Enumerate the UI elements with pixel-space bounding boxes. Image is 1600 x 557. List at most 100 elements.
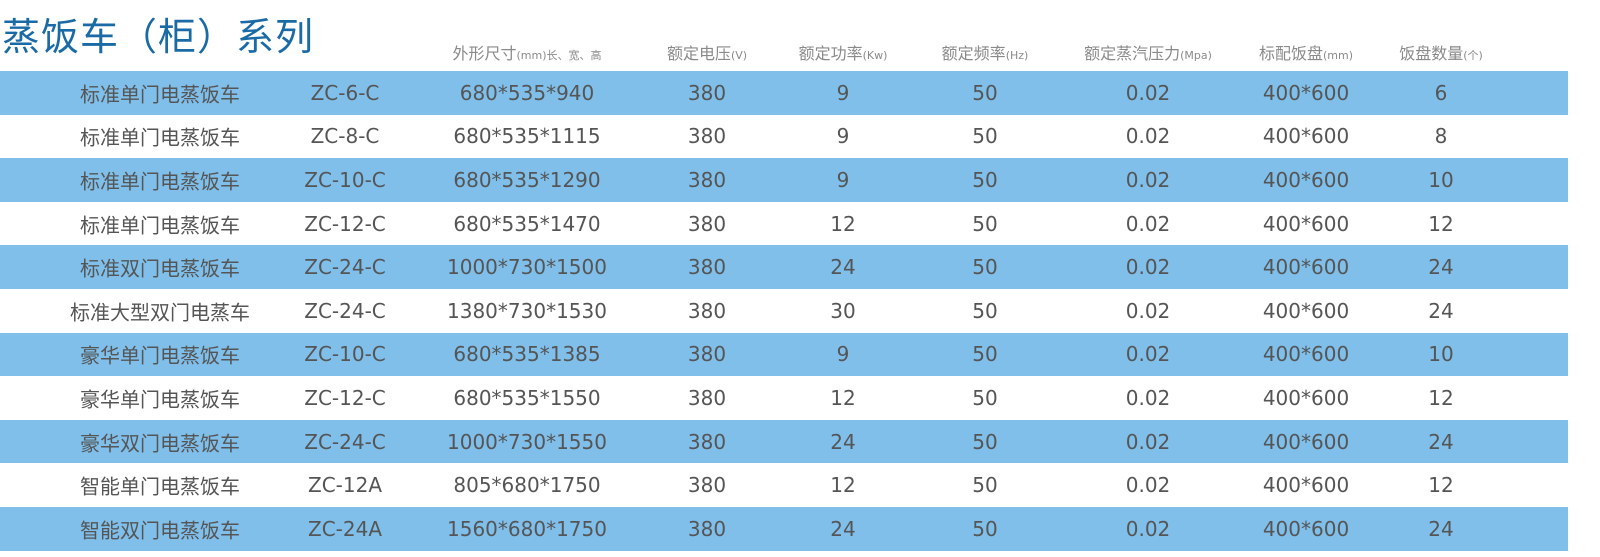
table-cell: 50	[972, 342, 998, 367]
table-cell: 50	[972, 167, 998, 192]
table-cell: 豪华单门电蒸饭车	[80, 343, 240, 368]
table-cell: 24	[830, 255, 856, 280]
table-cell: ZC-12A	[307, 473, 383, 498]
table-cell: 400*600	[1262, 124, 1350, 149]
table-cell: 400*600	[1262, 429, 1350, 454]
table-cell: 标准单门电蒸饭车	[80, 82, 240, 107]
header-unit: (个)	[1463, 49, 1483, 62]
column-header: 外形尺寸(mm)长、宽、高	[452, 40, 601, 64]
table-cell: 标准单门电蒸饭车	[80, 169, 240, 194]
table-cell: 9	[836, 167, 850, 192]
table-cell: 10	[1428, 167, 1454, 192]
table-cell: 12	[830, 385, 856, 410]
column-header: 额定频率(Hz)	[942, 40, 1029, 64]
table-cell: 0.02	[1125, 255, 1171, 280]
table-cell: 400*600	[1262, 473, 1350, 498]
table-cell: ZC-12-C	[304, 211, 386, 236]
table-row: 标准单门电蒸饭车 ZC-8-C 680*535*1115 380 9 50 0.02 400*…	[0, 115, 1568, 159]
table-cell: 6	[1434, 80, 1448, 105]
table-cell: 400*600	[1262, 80, 1350, 105]
header-unit: (mm)	[1323, 49, 1354, 62]
table-row: 标准单门电蒸饭车 ZC-12-C 680*535*1470 380 12 50 0.02 40…	[0, 202, 1568, 246]
header-unit: (Hz)	[1005, 49, 1029, 62]
table-cell: 50	[972, 473, 998, 498]
table-cell: 680*535*1385	[453, 342, 601, 367]
column-header: 额定蒸汽压力(Mpa)	[1084, 40, 1212, 64]
table-cell: 50	[972, 385, 998, 410]
table-row: 豪华双门电蒸饭车 ZC-24-C 1000*730*1550 380 24 50 0.02 4…	[0, 419, 1568, 464]
table-cell: 400*600	[1262, 385, 1350, 410]
header-label: 额定电压	[666, 44, 731, 63]
table-cell: 50	[972, 516, 998, 541]
table-cell: 豪华单门电蒸饭车	[80, 387, 240, 412]
table-cell: ZC-6-C	[310, 80, 380, 105]
table-cell: 24	[830, 516, 856, 541]
table-cell: 智能单门电蒸饭车	[80, 474, 240, 499]
header-label: 额定频率	[941, 44, 1006, 63]
column-header: 标配饭盘(mm)	[1259, 40, 1353, 64]
table-cell: 680*535*1115	[453, 124, 601, 149]
header-label: 额定功率	[798, 44, 863, 63]
header-unit: (V)	[730, 49, 748, 62]
table-cell: 400*600	[1262, 255, 1350, 280]
table-cell: ZC-24-C	[304, 429, 386, 454]
table-cell: 400*600	[1262, 211, 1350, 236]
table-cell: 24	[1428, 255, 1454, 280]
header-label: 饭盘数量	[1399, 44, 1464, 63]
table-row: 智能单门电蒸饭车 ZC-12A 805*680*1750 380 12 50 0.02 400…	[0, 463, 1568, 507]
table-cell: 0.02	[1125, 211, 1171, 236]
page-title: 蒸饭车（柜）系列	[2, 15, 315, 59]
table-cell: 12	[1428, 473, 1454, 498]
table-cell: 680*535*1290	[453, 167, 601, 192]
table-cell: 12	[1428, 385, 1454, 410]
table-cell: 0.02	[1125, 298, 1171, 323]
table-cell: ZC-24-C	[304, 298, 386, 323]
table-cell: 50	[972, 80, 998, 105]
table-cell: 24	[1428, 516, 1454, 541]
table-cell: ZC-10-C	[304, 167, 386, 192]
table-cell: 30	[830, 298, 856, 323]
column-header: 饭盘数量(个)	[1399, 40, 1483, 64]
table-cell: 标准单门电蒸饭车	[80, 213, 240, 238]
table-cell: 380	[687, 167, 727, 192]
table-cell: 9	[836, 80, 850, 105]
table-cell: 380	[687, 124, 727, 149]
table-cell: 50	[972, 298, 998, 323]
table-cell: ZC-10-C	[304, 342, 386, 367]
table-cell: 12	[1428, 211, 1454, 236]
header-unit: (mm)长、宽、高	[516, 49, 602, 62]
table-cell: 10	[1428, 342, 1454, 367]
table-cell: 12	[830, 211, 856, 236]
table-cell: 1380*730*1530	[447, 298, 607, 323]
table-cell: 380	[687, 298, 727, 323]
table-row: 标准单门电蒸饭车 ZC-6-C 680*535*940 380 9 50 0.02 400*6…	[0, 71, 1568, 115]
table-cell: 680*535*1470	[453, 211, 601, 236]
table-cell: 12	[830, 473, 856, 498]
table-cell: 24	[1428, 429, 1454, 454]
table-cell: ZC-12-C	[304, 385, 386, 410]
table-row: 标准双门电蒸饭车 ZC-24-C 1000*730*1500 380 24 50 0.02 4…	[0, 245, 1568, 289]
table-cell: 24	[1428, 298, 1454, 323]
table-cell: 380	[687, 516, 727, 541]
table-cell: 380	[687, 473, 727, 498]
table-cell: 380	[687, 80, 727, 105]
table-cell: 0.02	[1125, 473, 1171, 498]
table-cell: 380	[687, 211, 727, 236]
table-cell: 1000*730*1500	[447, 255, 607, 280]
table-row: 标准单门电蒸饭车 ZC-10-C 680*535*1290 380 9 50 0.02 400…	[0, 158, 1568, 202]
table-cell: 50	[972, 255, 998, 280]
table-cell: 1560*680*1750	[447, 516, 607, 541]
table-cell: 标准大型双门电蒸车	[70, 300, 250, 325]
table-cell: 8	[1434, 124, 1448, 149]
table-cell: 24	[830, 429, 856, 454]
table-cell: 0.02	[1125, 429, 1171, 454]
table-cell: 380	[687, 429, 727, 454]
header-unit: (Mpa)	[1180, 49, 1212, 62]
spec-table: 标准单门电蒸饭车 ZC-6-C 680*535*940 380 9 50 0.02 400*6…	[0, 71, 1568, 551]
table-cell: 标准双门电蒸饭车	[80, 256, 240, 281]
column-header: 额定电压(V)	[667, 40, 747, 64]
table-cell: 680*535*1550	[453, 385, 601, 410]
table-cell: 400*600	[1262, 298, 1350, 323]
table-row: 智能双门电蒸饭车 ZC-24A 1560*680*1750 380 24 50 0.02 40…	[0, 506, 1568, 551]
table-cell: 0.02	[1125, 342, 1171, 367]
